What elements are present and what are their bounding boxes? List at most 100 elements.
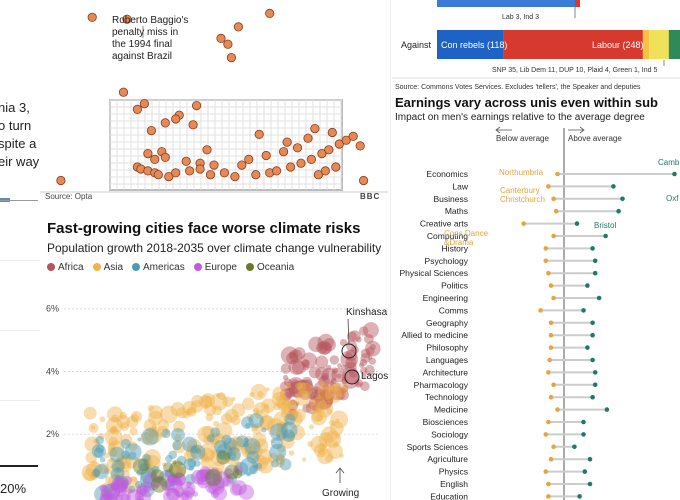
- city-point: [341, 371, 360, 389]
- city-point: [248, 465, 258, 475]
- shot-point: [143, 149, 153, 159]
- city-point: [329, 382, 342, 395]
- city-point: [242, 397, 255, 410]
- city-point: [130, 413, 139, 422]
- category-label: Languages: [426, 355, 468, 365]
- city-point: [329, 380, 335, 386]
- city-point: [278, 433, 287, 442]
- city-point: [320, 389, 332, 401]
- city-point: [186, 408, 193, 414]
- city-point: [107, 492, 123, 500]
- city-point: [168, 474, 178, 484]
- shot-point: [160, 118, 170, 128]
- city-point: [307, 441, 314, 447]
- city-point: [172, 440, 183, 451]
- city-point: [113, 471, 120, 478]
- city-point: [93, 464, 109, 480]
- city-point: [224, 408, 239, 423]
- city-point: [232, 437, 245, 450]
- city-point: [210, 449, 215, 455]
- city-point: [126, 416, 139, 428]
- growing-arrow-head: [335, 467, 345, 474]
- sliver-grid: [0, 400, 40, 401]
- city-point: [185, 473, 196, 485]
- city-point: [360, 353, 371, 364]
- cities-points: [81, 322, 381, 500]
- city-point: [201, 425, 216, 440]
- low-dot: [548, 320, 554, 326]
- city-point: [324, 431, 342, 448]
- city-point: [197, 475, 210, 489]
- city-point: [169, 461, 187, 479]
- city-point: [129, 427, 138, 436]
- city-point: [179, 492, 190, 500]
- city-point: [115, 458, 121, 464]
- city-point: [231, 397, 236, 402]
- city-point: [293, 347, 306, 360]
- city-point: [110, 482, 120, 492]
- low-dot: [546, 419, 551, 425]
- city-point: [212, 461, 225, 474]
- city-point: [325, 454, 334, 463]
- city-point: [224, 449, 241, 465]
- city-point: [243, 437, 250, 443]
- category-label: Biosciences: [423, 417, 468, 427]
- shot-point: [216, 33, 226, 44]
- city-point: [362, 322, 379, 339]
- votes-chart-panel: Lab 3, Ind 3 Against Con rebels (118) La…: [392, 0, 680, 82]
- city-point: [107, 440, 125, 458]
- high-dot: [611, 184, 616, 189]
- high-dot: [590, 320, 595, 326]
- city-point: [173, 475, 182, 484]
- shot-point: [358, 175, 369, 186]
- earnings-subtitle: Impact on men's earnings relative to the…: [395, 112, 645, 123]
- city-point: [128, 451, 137, 460]
- city-point: [246, 472, 251, 477]
- city-point: [222, 475, 234, 487]
- legend-label: Americas: [143, 262, 185, 273]
- high-dot: [581, 308, 586, 313]
- city-point: [311, 409, 327, 426]
- high-dot: [604, 407, 610, 412]
- city-point: [176, 466, 187, 477]
- city-point: [99, 493, 112, 500]
- city-point: [317, 340, 332, 355]
- city-point: [368, 357, 376, 365]
- city-point: [164, 471, 171, 478]
- high-dot: [592, 258, 598, 264]
- city-point: [136, 495, 142, 500]
- cambridge-label: Camb: [658, 158, 680, 167]
- city-point: [98, 463, 110, 474]
- legend-label: Oceania: [256, 262, 295, 273]
- city-point: [111, 476, 128, 493]
- city-point: [114, 475, 129, 491]
- city-point: [136, 485, 148, 497]
- city-point: [159, 405, 178, 424]
- city-point: [212, 405, 222, 416]
- high-dot: [587, 456, 593, 462]
- city-point: [176, 490, 184, 498]
- city-point: [318, 432, 334, 447]
- city-point: [157, 419, 169, 431]
- high-dot: [581, 432, 586, 437]
- city-point: [260, 418, 266, 423]
- city-point: [251, 424, 259, 431]
- city-point: [321, 367, 337, 384]
- city-point: [259, 415, 274, 430]
- city-point: [93, 447, 104, 458]
- city-point: [335, 390, 346, 400]
- city-point: [317, 333, 334, 351]
- category-label: Allied to medicine: [401, 330, 468, 340]
- shot-point: [87, 12, 97, 22]
- city-point: [118, 456, 132, 469]
- city-point: [191, 394, 204, 408]
- baggio-annotation-4: against Brazil: [112, 51, 173, 62]
- city-point: [116, 414, 130, 429]
- others-label: SNP 35, Lib Dem 11, DUP 10, Plaid 4, Gre…: [492, 67, 658, 74]
- city-point: [126, 457, 137, 469]
- city-point: [91, 460, 98, 467]
- city-point: [289, 399, 296, 406]
- city-point: [216, 450, 231, 465]
- city-point: [221, 434, 232, 445]
- city-point: [275, 455, 286, 465]
